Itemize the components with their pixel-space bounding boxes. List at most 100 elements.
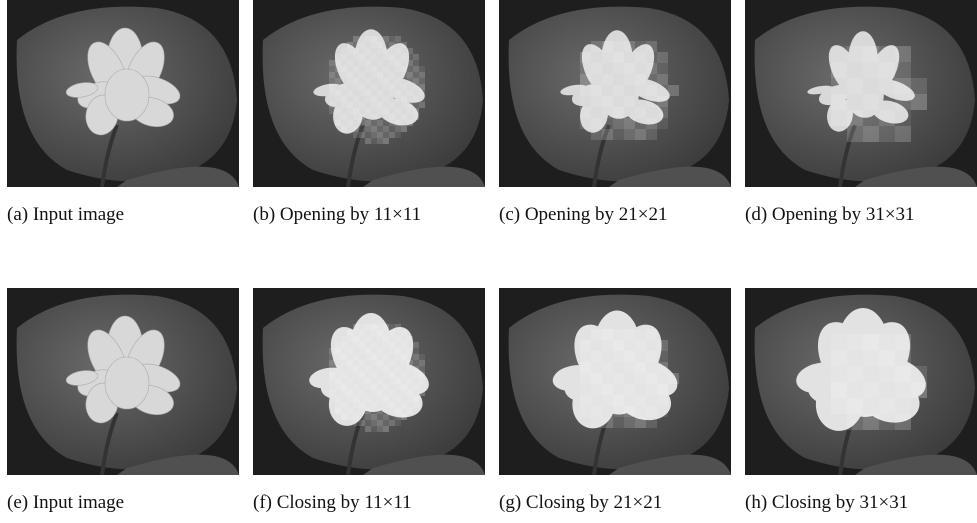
block: [895, 78, 911, 94]
block: [401, 60, 407, 66]
block: [401, 408, 407, 414]
block: [395, 72, 401, 78]
stem: [346, 124, 365, 187]
block: [377, 78, 383, 84]
block: [831, 350, 847, 366]
block: [377, 336, 383, 342]
block: [831, 334, 847, 350]
block: [359, 90, 365, 96]
block: [580, 107, 591, 118]
block: [371, 360, 377, 366]
block: [580, 384, 591, 395]
block: [347, 84, 353, 90]
block: [895, 94, 911, 110]
block: [389, 60, 395, 66]
block: [635, 384, 646, 395]
block: [383, 408, 389, 414]
block: [602, 118, 613, 129]
stem: [838, 124, 857, 187]
block: [383, 324, 389, 330]
block: [377, 126, 383, 132]
block: [407, 84, 413, 90]
block: [407, 78, 413, 84]
block: [371, 414, 377, 420]
block: [377, 420, 383, 426]
block: [359, 114, 365, 120]
block: [347, 390, 353, 396]
block: [365, 138, 371, 144]
block: [371, 330, 377, 336]
block: [413, 108, 419, 114]
panel-image: [499, 288, 731, 475]
block: [371, 348, 377, 354]
block: [401, 360, 407, 366]
block: [371, 66, 377, 72]
petal: [560, 84, 588, 96]
block: [407, 60, 413, 66]
block: [335, 390, 341, 396]
block: [847, 46, 863, 62]
block: [371, 138, 377, 144]
block: [602, 417, 613, 428]
block: [389, 96, 395, 102]
block: [657, 96, 668, 107]
block: [365, 78, 371, 84]
block: [389, 42, 395, 48]
block: [335, 384, 341, 390]
block: [353, 126, 359, 132]
block: [879, 126, 895, 142]
block: [341, 108, 347, 114]
block: [365, 420, 371, 426]
block: [347, 372, 353, 378]
flower: [796, 308, 926, 431]
block: [580, 373, 591, 384]
block: [365, 330, 371, 336]
block: [602, 329, 613, 340]
block: [389, 330, 395, 336]
block: [359, 36, 365, 42]
block: [413, 378, 419, 384]
block: [377, 396, 383, 402]
block: [335, 396, 341, 402]
block: [335, 54, 341, 60]
block: [863, 62, 879, 78]
block: [407, 348, 413, 354]
block: [580, 340, 591, 351]
block: [895, 414, 911, 430]
block: [383, 108, 389, 114]
block: [335, 60, 341, 66]
block: [353, 330, 359, 336]
block: [863, 366, 879, 382]
block: [863, 78, 879, 94]
block: [401, 378, 407, 384]
block: [341, 78, 347, 84]
block: [613, 41, 624, 52]
block: [371, 426, 377, 432]
block: [407, 342, 413, 348]
block: [383, 72, 389, 78]
petal: [591, 351, 647, 415]
block: [377, 42, 383, 48]
block: [347, 402, 353, 408]
block: [580, 118, 591, 129]
block: [365, 384, 371, 390]
block: [329, 396, 335, 402]
block: [646, 406, 657, 417]
block: [377, 138, 383, 144]
block: [383, 378, 389, 384]
block: [407, 372, 413, 378]
block: [395, 408, 401, 414]
block: [359, 360, 365, 366]
block: [329, 378, 335, 384]
block: [863, 126, 879, 142]
block: [847, 126, 863, 142]
block: [602, 41, 613, 52]
block: [371, 120, 377, 126]
block: [383, 84, 389, 90]
petal: [552, 365, 596, 391]
block: [383, 114, 389, 120]
block: [365, 60, 371, 66]
block: [371, 408, 377, 414]
block: [383, 342, 389, 348]
